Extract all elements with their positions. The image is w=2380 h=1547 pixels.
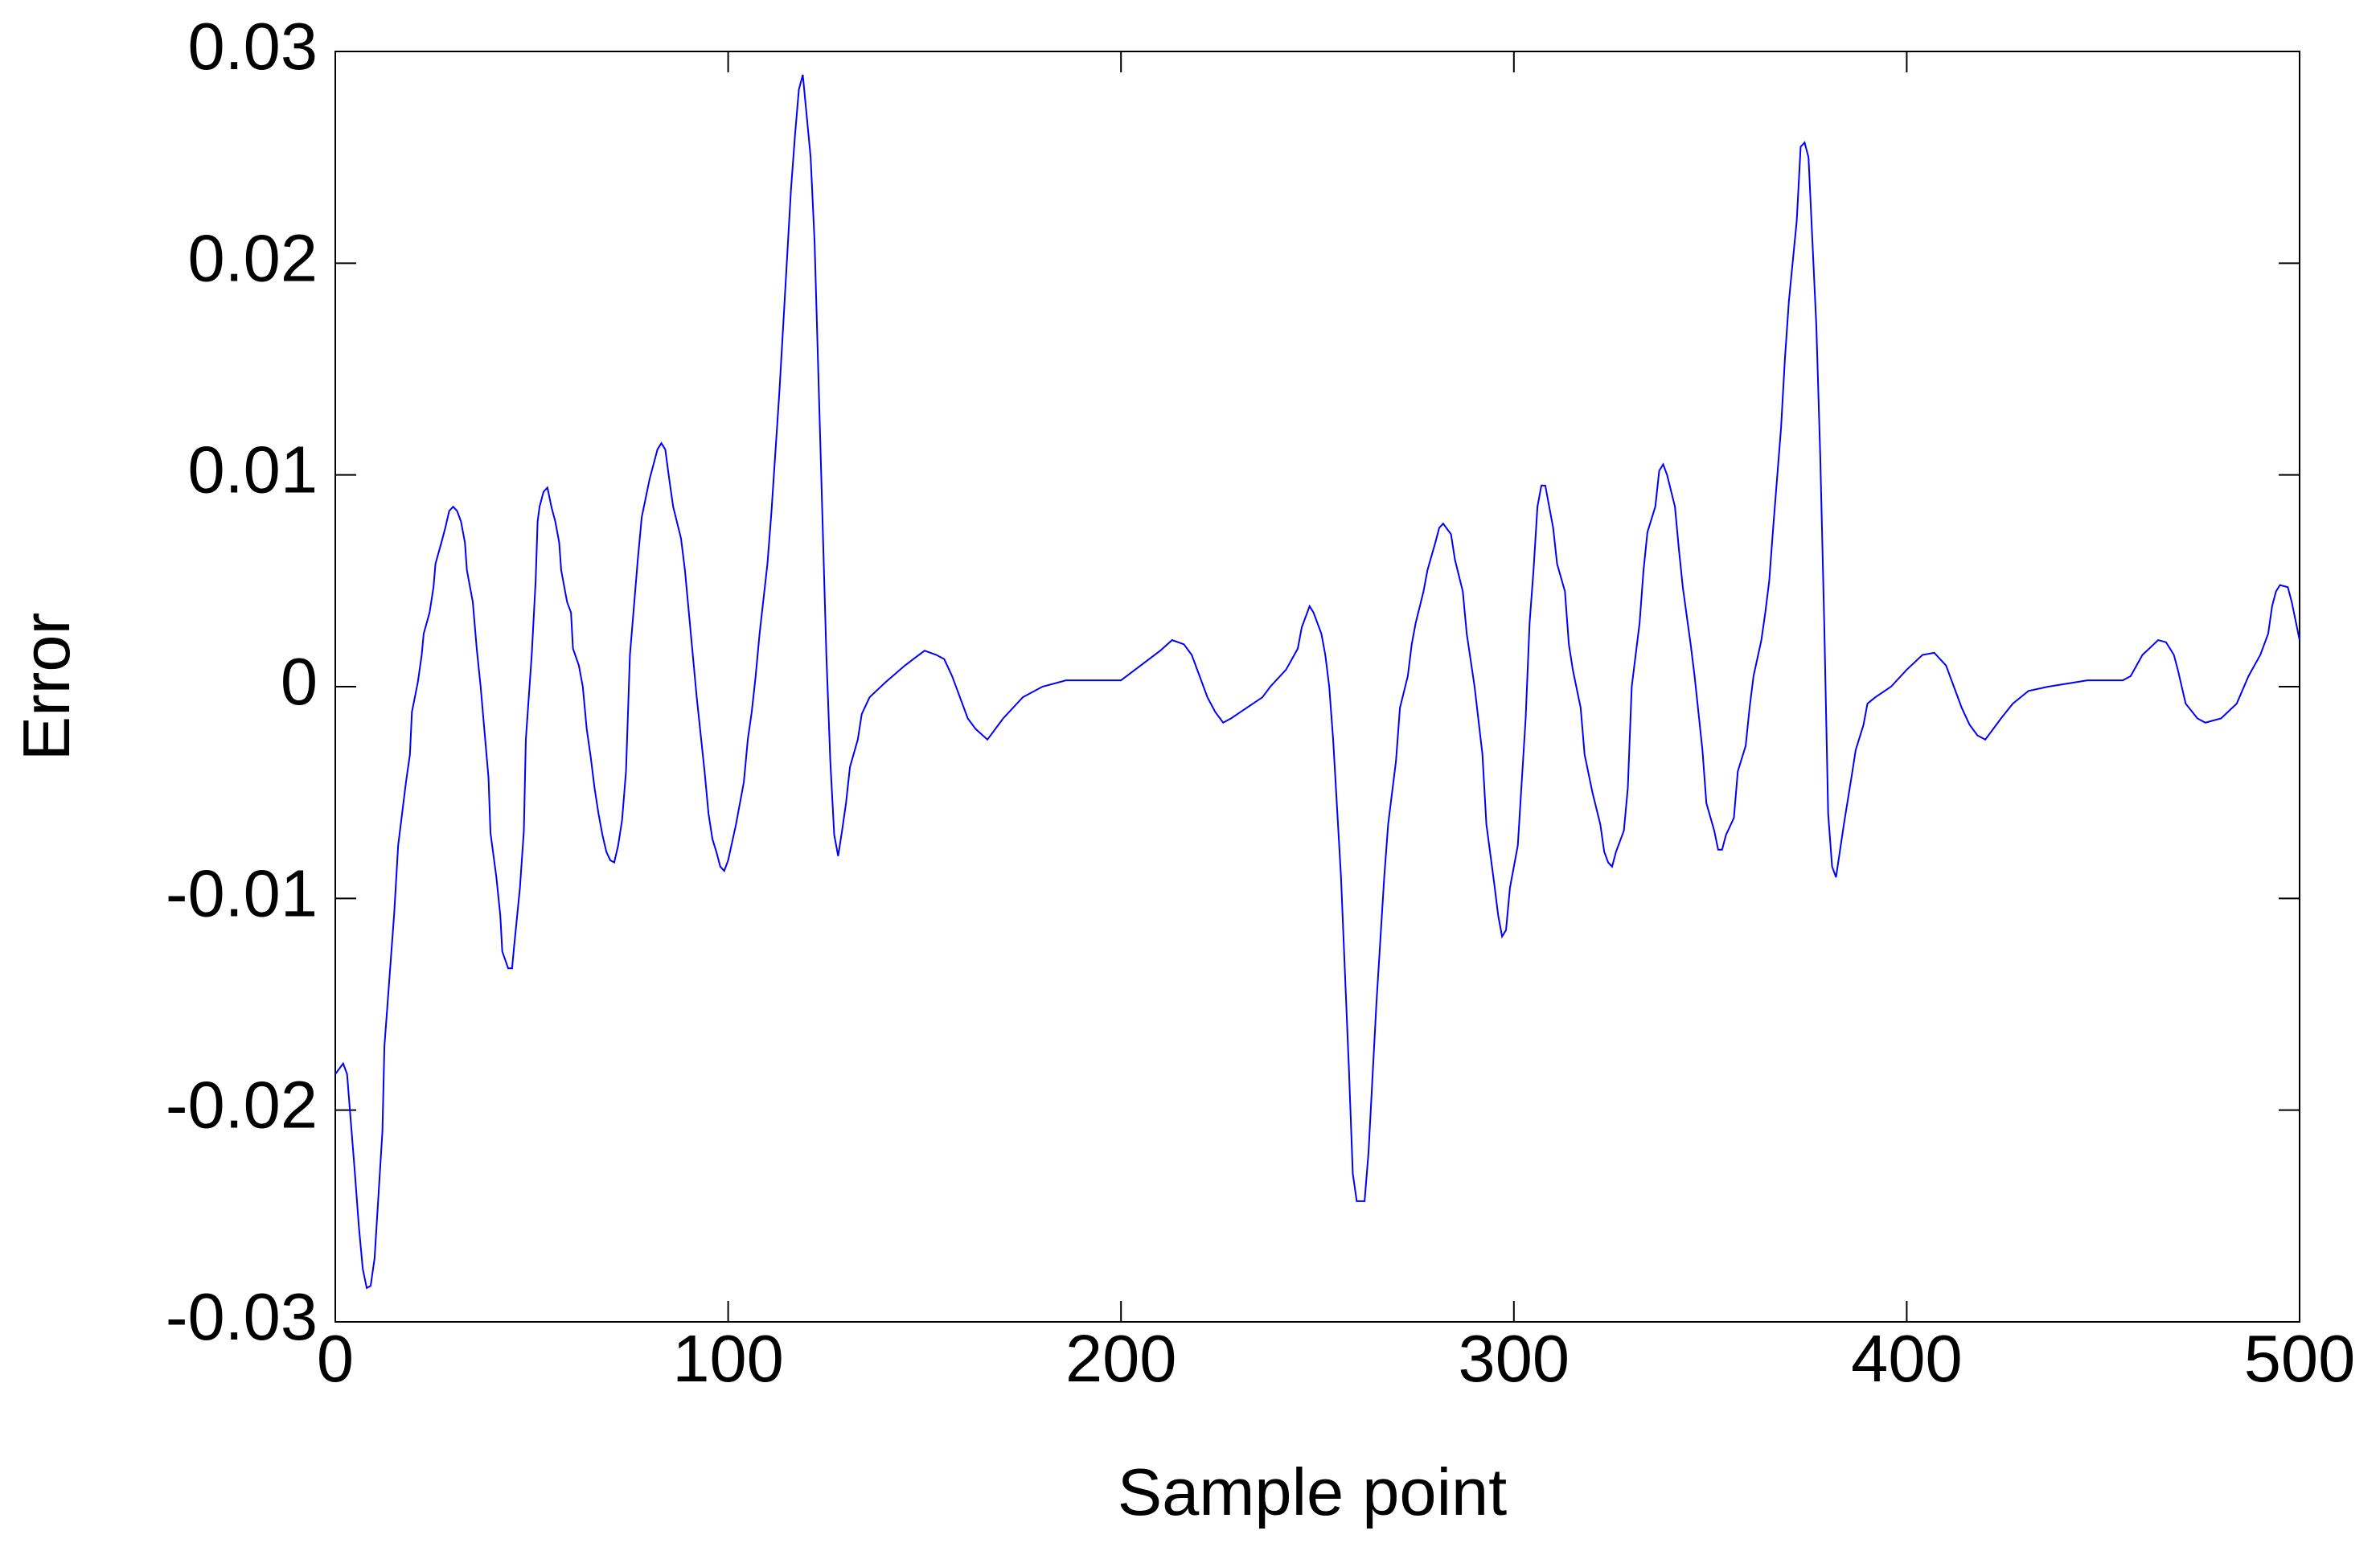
data-line [334, 74, 2300, 1290]
y-tick-label: 0 [281, 644, 318, 719]
y-tick-label: -0.02 [166, 1068, 318, 1143]
y-tick-label: -0.03 [166, 1279, 318, 1354]
x-tick-label: 500 [2244, 1321, 2355, 1396]
y-tick-label: 0.01 [187, 433, 318, 507]
x-tick-label: 300 [1459, 1321, 1570, 1396]
x-tick-label: 0 [317, 1321, 354, 1396]
x-axis-label: Sample point [1118, 1455, 1507, 1529]
y-axis-label: Error [9, 613, 84, 761]
x-tick-label: 100 [672, 1321, 783, 1396]
y-tick-label: -0.01 [166, 856, 318, 930]
x-tick-label: 400 [1851, 1321, 1962, 1396]
y-tick-label: 0.02 [187, 220, 318, 295]
y-tick-label: 0.03 [187, 9, 318, 84]
plot-frame [334, 51, 2300, 1323]
x-tick-label: 200 [1065, 1321, 1176, 1396]
